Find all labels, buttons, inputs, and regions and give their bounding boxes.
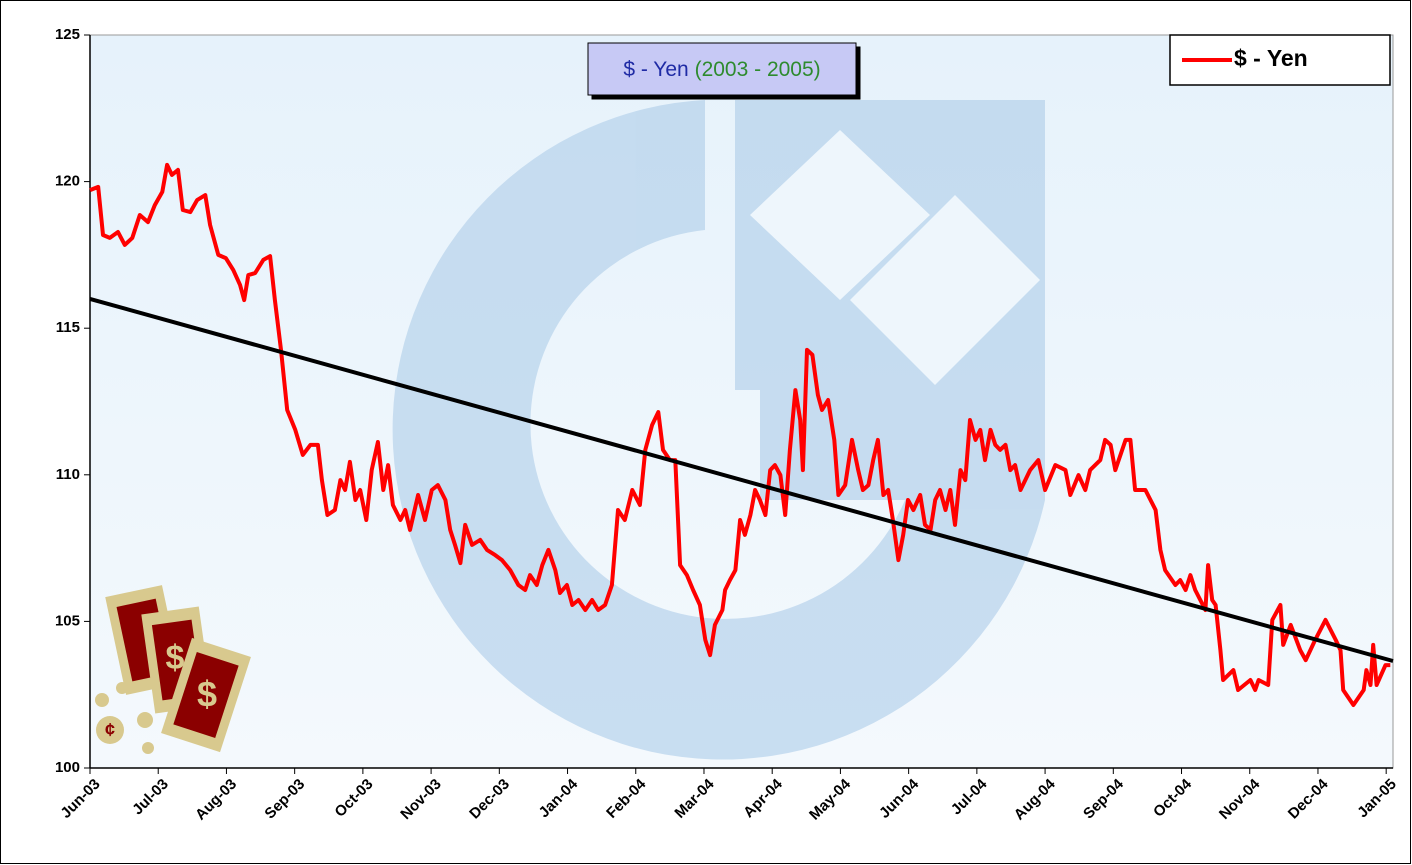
- legend: $ - Yen: [1169, 34, 1391, 86]
- y-tick-label: 125: [55, 26, 80, 43]
- money-icon: $ $ ¢: [95, 585, 251, 754]
- svg-text:¢: ¢: [105, 720, 115, 740]
- y-tick-label: 120: [55, 173, 80, 190]
- chart-title: $ - Yen (2003 - 2005): [623, 58, 820, 81]
- series-line: [89, 162, 1391, 707]
- legend-label: $ - Yen: [1234, 45, 1308, 71]
- svg-text:$: $: [197, 674, 217, 715]
- y-tick-label: 100: [55, 759, 80, 776]
- y-tick-label: 115: [56, 319, 80, 336]
- trendline: [89, 296, 1394, 663]
- title-box: $ - Yen (2003 - 2005): [587, 42, 857, 96]
- watermark-cuts: [750, 130, 1040, 385]
- svg-text:$: $: [166, 639, 185, 677]
- y-tick-label: 110: [56, 466, 80, 483]
- y-tick-label: 105: [55, 612, 80, 629]
